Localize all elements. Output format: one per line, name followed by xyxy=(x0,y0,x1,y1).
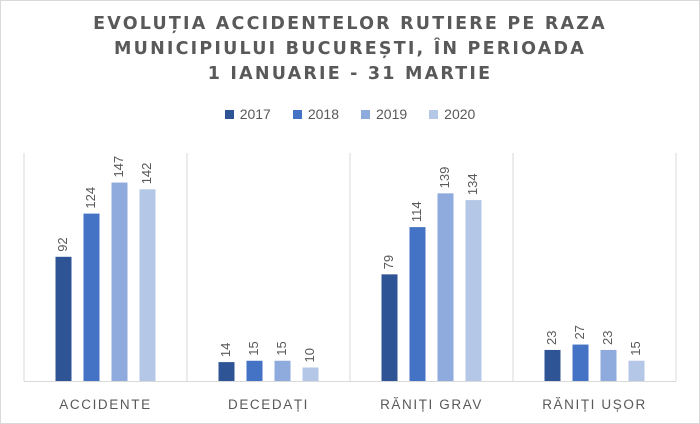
legend-swatch-2020 xyxy=(429,109,439,119)
data-label-2018: 124 xyxy=(83,187,98,209)
bar-2019 xyxy=(274,360,291,381)
chart-legend: 2017 2018 2019 2020 xyxy=(0,106,700,122)
chart-title-line-3: 1 IANUARIE - 31 MARTIE xyxy=(207,64,493,84)
category-label: RĂNIȚI UȘOR xyxy=(542,397,647,412)
data-label-2017: 92 xyxy=(55,237,70,251)
data-label-2019: 139 xyxy=(437,167,452,189)
data-label-2020: 142 xyxy=(139,163,154,185)
bar-2017 xyxy=(218,362,235,381)
chart-title: EVOLUȚIA ACCIDENTELOR RUTIERE PE RAZA MU… xyxy=(0,12,700,87)
chart-title-line-2: MUNICIPIULUI BUCUREȘTI, ÎN PERIOADA xyxy=(114,39,586,59)
bar-2018 xyxy=(246,360,263,381)
chart-title-line-1: EVOLUȚIA ACCIDENTELOR RUTIERE PE RAZA xyxy=(93,14,607,34)
legend-swatch-2018 xyxy=(292,109,302,119)
bar-2020 xyxy=(628,360,645,381)
legend-label-2017: 2017 xyxy=(239,106,271,122)
bar-2017 xyxy=(544,349,561,381)
data-label-2019: 23 xyxy=(600,330,615,344)
data-label-2020: 10 xyxy=(302,348,317,362)
legend-item-2017: 2017 xyxy=(224,106,271,122)
data-label-2019: 15 xyxy=(274,341,289,355)
data-label-2018: 114 xyxy=(409,201,424,222)
category-label: DECEDAȚI xyxy=(228,397,309,412)
legend-item-2020: 2020 xyxy=(429,106,475,122)
data-label-2019: 147 xyxy=(111,156,126,178)
bar-2020 xyxy=(302,367,319,381)
data-label-2017: 79 xyxy=(381,255,396,269)
legend-label-2019: 2019 xyxy=(376,106,408,122)
bar-2018 xyxy=(83,213,100,381)
data-label-2020: 15 xyxy=(628,341,643,355)
category-label: RĂNIȚI GRAV xyxy=(380,397,483,412)
data-label-2020: 134 xyxy=(465,173,480,195)
bar-2017 xyxy=(55,256,72,381)
bar-2018 xyxy=(409,227,426,381)
data-label-2017: 14 xyxy=(218,343,233,357)
bar-2019 xyxy=(437,193,454,381)
bar-2019 xyxy=(111,182,128,381)
legend-item-2018: 2018 xyxy=(292,106,339,122)
data-label-2018: 15 xyxy=(246,341,261,355)
legend-label-2020: 2020 xyxy=(444,106,476,122)
bar-2020 xyxy=(465,200,482,381)
bar-2017 xyxy=(381,274,398,381)
legend-swatch-2019 xyxy=(361,109,370,119)
legend-swatch-2017 xyxy=(224,109,234,119)
bar-2019 xyxy=(600,349,617,381)
category-label: ACCIDENTE xyxy=(59,397,151,412)
data-label-2017: 23 xyxy=(544,330,559,344)
bar-2020 xyxy=(139,189,156,381)
bar-2018 xyxy=(572,344,589,381)
legend-label-2018: 2018 xyxy=(307,106,339,122)
data-label-2018: 27 xyxy=(572,325,587,339)
legend-item-2019: 2019 xyxy=(361,106,407,122)
